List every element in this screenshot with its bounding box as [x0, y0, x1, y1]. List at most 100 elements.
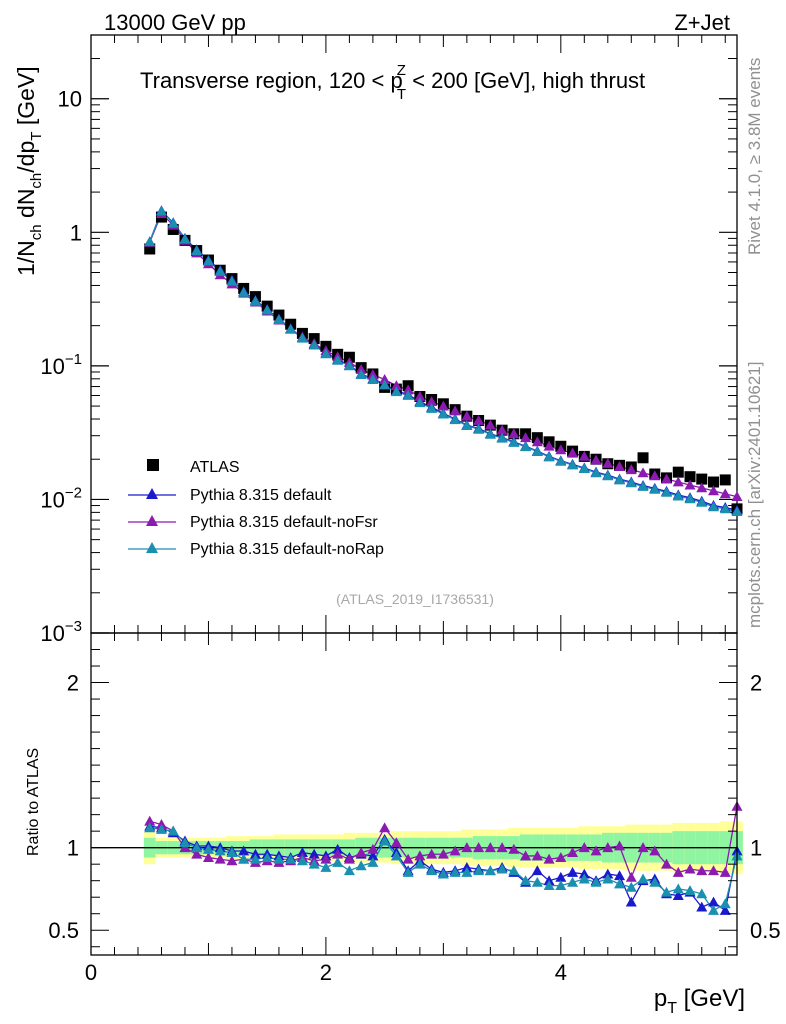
bottom-ytick-label: 0.5	[48, 918, 79, 943]
ratio-point-default	[602, 868, 614, 879]
ratio-point-default	[672, 890, 684, 900]
atlas-point	[144, 243, 156, 255]
ratio-point-noRap	[343, 865, 355, 876]
mc-point-noRap	[226, 275, 238, 286]
ratio-point-default	[614, 870, 626, 881]
ratio-point-noRap	[590, 876, 602, 887]
mc-point-noRap	[520, 441, 532, 452]
ratio-point-noRap	[367, 857, 379, 867]
legend-marker-norap	[146, 542, 158, 553]
ratio-point-default	[296, 847, 308, 858]
mc-point-noRap	[578, 463, 590, 474]
ratio-point-noRap	[531, 876, 543, 887]
legend-label-default: Pythia 8.315 default	[190, 487, 332, 504]
mc-point-noRap	[343, 360, 355, 371]
mc-point-noRap	[167, 217, 179, 228]
bottom-panel-frame	[90, 632, 738, 956]
top-series-line-noFsr	[149, 212, 738, 498]
ratio-point-noFsr	[531, 850, 543, 861]
ratio-point-noRap	[637, 873, 649, 884]
mc-point-noRap	[414, 397, 426, 408]
ratio-point-default	[238, 845, 250, 856]
ratio-point-default	[696, 901, 708, 912]
mc-point-noRap	[731, 506, 743, 517]
atlas-point	[637, 452, 649, 464]
mc-point-noRap	[637, 480, 649, 491]
ratio-point-noRap	[625, 881, 637, 892]
ratio-point-noRap	[179, 837, 191, 848]
mc-point-noRap	[590, 467, 602, 478]
mc-point-noFsr	[567, 447, 579, 458]
ratio-point-noFsr	[379, 822, 391, 833]
mc-point-noRap	[437, 408, 449, 419]
ratio-point-noRap	[661, 886, 673, 897]
legend-label-nofsr: Pythia 8.315 default-noFsr	[190, 514, 378, 531]
mc-point-noRap	[555, 455, 567, 466]
ratio-point-noRap	[202, 843, 214, 854]
ratio-point-noRap	[520, 875, 532, 886]
top-plot-title: Transverse region, 120 < pZ T < 200 [GeV]…	[140, 62, 645, 103]
mc-point-noRap	[320, 348, 332, 359]
ratio-point-noFsr	[155, 819, 167, 829]
ratio-point-noRap	[296, 855, 308, 866]
mc-point-noRap	[661, 486, 673, 497]
ratio-point-noRap	[461, 866, 473, 877]
ratio-point-noRap	[426, 865, 438, 876]
ratio-point-noRap	[555, 880, 567, 891]
ratio-point-noRap	[414, 858, 426, 869]
ratio-point-noFsr	[649, 845, 661, 856]
mc-point-noRap	[426, 402, 438, 413]
rivet-version-label: Rivet 4.1.0, ≥ 3.8M events	[745, 58, 764, 255]
mc-point-noFsr	[390, 380, 402, 391]
ratio-point-noRap	[273, 853, 285, 864]
ratio-point-noFsr	[367, 843, 379, 854]
ratio-point-default	[578, 868, 590, 879]
ratio-point-noRap	[684, 885, 696, 895]
legend-marker-nofsr	[146, 515, 158, 526]
ratio-point-default	[567, 866, 579, 877]
ratio-point-noFsr	[343, 853, 355, 864]
ratio-point-default	[531, 865, 543, 876]
mc-point-noRap	[202, 255, 214, 266]
legend: ATLAS Pythia 8.315 default Pythia 8.315 …	[128, 459, 384, 558]
ratio-point-default	[249, 848, 261, 859]
mc-point-noRap	[496, 432, 508, 443]
ratio-point-noRap	[308, 858, 320, 869]
ratio-point-noFsr	[355, 847, 367, 858]
mc-point-noFsr	[672, 476, 684, 487]
mc-point-noRap	[249, 295, 261, 306]
atlas-point	[672, 466, 684, 478]
mc-point-noFsr	[402, 384, 414, 395]
bottom-ytick-label-right: 2	[750, 671, 762, 696]
ratio-point-noRap	[508, 865, 520, 876]
mc-point-noFsr	[508, 428, 520, 439]
ratio-point-noFsr	[590, 845, 602, 856]
mc-point-noFsr	[355, 363, 367, 374]
mc-point-noRap	[543, 451, 555, 462]
ratio-point-noFsr	[191, 848, 203, 859]
ratio-point-noFsr	[719, 866, 731, 877]
ratio-point-noFsr	[332, 848, 344, 859]
ratio-point-noFsr	[508, 843, 520, 854]
mc-point-noRap	[508, 436, 520, 447]
bottom-ytick-label: 2	[67, 671, 79, 696]
top-ytick-label: 10−3	[40, 618, 82, 646]
ratio-point-noRap	[214, 845, 226, 856]
xtick-label: 0	[85, 960, 97, 985]
ratio-point-noRap	[144, 822, 156, 833]
ratio-point-noRap	[355, 860, 367, 871]
mc-point-noFsr	[708, 485, 720, 496]
ratio-point-noRap	[567, 876, 579, 887]
top-ylabel: 1/Nch dNch/dpT [GeV]	[13, 66, 45, 276]
x-axis-label: pT [GeV]	[654, 985, 745, 1017]
ratio-point-default	[332, 843, 344, 854]
ratio-point-noRap	[719, 898, 731, 909]
header-left-title: 13000 GeV pp	[104, 10, 246, 35]
mc-point-noFsr	[602, 457, 614, 468]
mc-point-noRap	[355, 369, 367, 380]
mc-point-noRap	[191, 245, 203, 255]
atlas-point	[719, 474, 731, 486]
mc-point-noFsr	[449, 405, 461, 416]
mc-point-noRap	[649, 483, 661, 494]
